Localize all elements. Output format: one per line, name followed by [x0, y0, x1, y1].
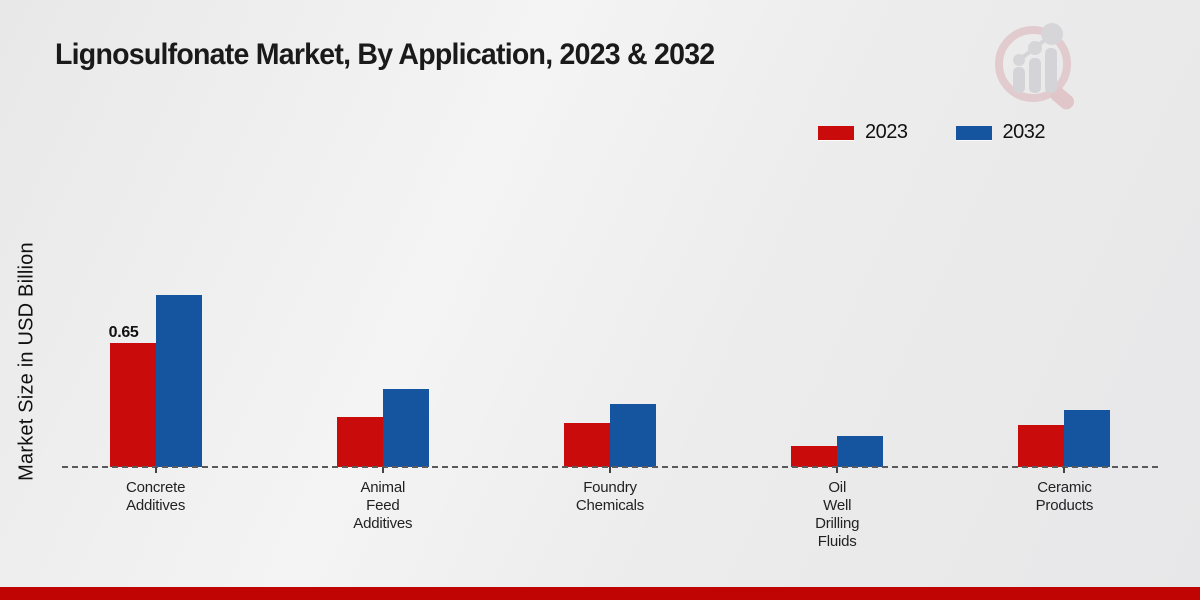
x-label-ceramic-products: Ceramic Products [1035, 479, 1094, 514]
bar-group-concrete-additives: 0.65 [42, 287, 269, 467]
x-label-foundry-chemicals: Foundry Chemicals [575, 479, 645, 514]
bar-2023-foundry-chemicals [564, 423, 610, 467]
bar-pair [1018, 410, 1111, 467]
axis-tick [154, 467, 157, 473]
magnifier-bar-chart-logo [995, 23, 1075, 110]
legend-swatch-2023 [818, 125, 854, 140]
bar-2032-concrete-additives [155, 295, 202, 467]
bar-2032-animal-feed-additives [382, 389, 429, 467]
bar-pair [564, 404, 656, 467]
plot-area: 0.65 [42, 287, 1178, 467]
bar-group-oil-well-drilling-fluids [724, 287, 951, 467]
bar-value-label: 0.65 [108, 324, 139, 341]
chart-title: Lignosulfonate Market, By Application, 2… [55, 38, 715, 71]
footer-strip [0, 587, 1200, 600]
x-label-animal-feed-additives: Animal Feed Additives [353, 479, 413, 532]
legend-label-2023: 2023 [865, 121, 908, 143]
bar-group-ceramic-products [951, 287, 1178, 467]
bar-2023-concrete-additives: 0.65 [109, 324, 156, 467]
bar-pair [336, 389, 429, 467]
x-axis-ticks [42, 467, 1178, 475]
axis-tick [1063, 467, 1066, 473]
x-axis-labels: Concrete Additives Animal Feed Additives Foun… [42, 479, 1178, 551]
legend-swatch-2032 [955, 125, 992, 140]
bar-2032-ceramic-products [1064, 410, 1111, 467]
bar-2032-foundry-chemicals [610, 404, 656, 467]
axis-tick [609, 467, 611, 473]
bar-2023-ceramic-products [1018, 425, 1065, 467]
bar-group-foundry-chemicals [496, 287, 723, 467]
y-axis-label: Market Size in USD Billion [15, 242, 38, 481]
legend-label-2032: 2032 [1002, 121, 1046, 143]
legend-item-2032: 2032 [955, 121, 1046, 144]
x-label-oil-well-drilling-fluids: Oil Well Drilling Fluids [815, 479, 860, 550]
bar-2023-animal-feed-additives [336, 417, 383, 467]
bar-pair [791, 436, 884, 467]
bar-pair: 0.65 [109, 295, 202, 467]
bar-2023-oil-well-drilling-fluids [791, 446, 838, 467]
x-label-concrete-additives: Concrete Additives [125, 479, 186, 514]
axis-tick [381, 467, 384, 473]
bar-group-animal-feed-additives [269, 287, 496, 467]
bar-2032-oil-well-drilling-fluids [837, 436, 884, 467]
legend: 2023 2032 [818, 121, 1045, 144]
axis-tick [836, 467, 839, 473]
legend-item-2023: 2023 [818, 121, 908, 144]
